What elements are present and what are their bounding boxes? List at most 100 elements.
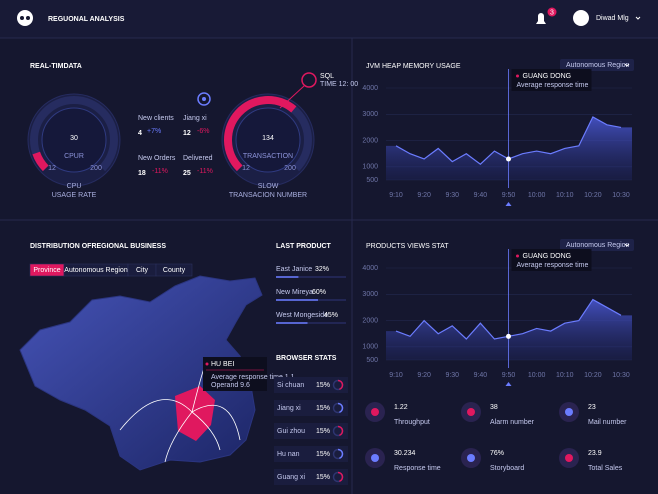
ring <box>337 402 344 413</box>
label: 15% <box>316 405 330 412</box>
kpi-value: 38 <box>490 404 498 411</box>
avatar[interactable] <box>573 10 589 26</box>
label: CPU <box>67 183 82 190</box>
label: 60% <box>312 289 326 296</box>
chart-title: JVM HEAP MEMORY USAGE <box>366 63 461 70</box>
connector <box>279 85 305 109</box>
label: Jiang xi <box>277 405 301 412</box>
map-highlight[interactable] <box>175 386 215 441</box>
kpi-value: 76% <box>490 450 504 457</box>
y-tick-label: 1000 <box>362 344 378 351</box>
label: GUANG DONG <box>523 253 572 260</box>
label: -11% <box>197 168 213 175</box>
x-tick-label: 10:00 <box>528 192 546 199</box>
y-tick-label: 3000 <box>362 291 378 298</box>
label: TIME 12: 00 <box>320 81 358 88</box>
tooltip <box>511 69 592 91</box>
label: GUANG DONG <box>523 73 572 80</box>
arc <box>119 399 193 431</box>
x-tick-label: 9:50 <box>502 192 516 199</box>
y-tick-label: 2000 <box>362 137 378 144</box>
x-tick-label: 9:10 <box>389 192 403 199</box>
tab-label: Province <box>33 267 60 274</box>
kpi-value: 23.9 <box>588 450 602 457</box>
label: Operand 9.6 <box>211 382 250 389</box>
gauge-arc <box>224 96 297 172</box>
x-tick-label: 10:10 <box>556 372 574 379</box>
cursor-arrow <box>505 382 512 386</box>
ring <box>337 471 344 482</box>
ring <box>337 379 344 390</box>
section-title: BROWSER STATS <box>276 355 337 362</box>
dropdown[interactable] <box>560 59 634 71</box>
chevron[interactable] <box>635 16 641 20</box>
label: -6% <box>197 128 209 135</box>
tab[interactable] <box>155 263 193 277</box>
area <box>386 299 632 360</box>
tooltip <box>511 249 592 271</box>
dot <box>205 362 209 366</box>
label: 15% <box>316 382 330 389</box>
x-tick-label: 9:30 <box>445 372 459 379</box>
gauge-inner <box>235 107 301 173</box>
kpi-label: Alarm number <box>490 419 535 426</box>
kpi-icon <box>467 408 475 416</box>
y-tick-label: 4000 <box>362 85 378 92</box>
label: 12 <box>242 165 250 172</box>
kpi-label: Mail number <box>588 419 627 426</box>
tab-label: City <box>136 267 149 274</box>
dot <box>516 254 519 258</box>
badge <box>547 7 557 17</box>
row-bg <box>274 446 348 462</box>
row-bg <box>274 423 348 439</box>
label: 25 <box>183 170 191 177</box>
x-tick-label: 9:20 <box>417 192 431 199</box>
kpi-value: 23 <box>588 404 596 411</box>
app-title: REGUONAL ANALYSIS <box>48 16 125 23</box>
map-tooltip <box>203 357 267 391</box>
x-tick-label: 9:40 <box>474 372 488 379</box>
kpi-label: Response time <box>394 465 441 472</box>
kpi-icon <box>565 454 573 462</box>
user-name: Diwad Mlg <box>596 15 629 22</box>
dropdown[interactable] <box>560 239 634 251</box>
y-tick-label: 500 <box>366 177 378 184</box>
label: TRANSACTION <box>243 153 293 160</box>
dropdown-label: Autonomous Region <box>566 62 630 69</box>
x-tick-label: 9:50 <box>502 372 516 379</box>
x-tick-label: 10:10 <box>556 192 574 199</box>
label: 15% <box>316 451 330 458</box>
x-tick-label: 10:20 <box>584 372 602 379</box>
bell-icon[interactable] <box>536 13 546 24</box>
x-tick-label: 10:30 <box>612 372 630 379</box>
x-tick-label: 10:00 <box>528 372 546 379</box>
x-tick-label: 9:30 <box>445 192 459 199</box>
label: 12 <box>48 165 56 172</box>
gauge-inner <box>41 107 107 173</box>
label: 12 <box>183 130 191 137</box>
label: Average response time <box>517 82 589 89</box>
dropdown-label: Autonomous Region <box>566 242 630 249</box>
area <box>386 116 632 180</box>
kpi-icon <box>467 454 475 462</box>
label: Jiang xi <box>183 115 207 122</box>
label: Guang xi <box>277 474 305 481</box>
x-tick-label: 10:20 <box>584 192 602 199</box>
label: Delivered <box>183 155 213 162</box>
y-tick-label: 3000 <box>362 111 378 118</box>
chart-title: PRODUCTS VIEWS STAT <box>366 243 449 250</box>
chevron <box>624 63 630 67</box>
y-tick-label: 4000 <box>362 265 378 272</box>
gauge-track <box>30 96 118 172</box>
header-bar <box>0 0 658 38</box>
y-tick-label: 500 <box>366 357 378 364</box>
kpi-value: 30.234 <box>394 450 416 457</box>
arc <box>191 404 241 441</box>
label: SLOW <box>258 183 279 190</box>
cursor-dot <box>506 333 511 339</box>
label: USAGE RATE <box>52 192 97 199</box>
logo <box>17 10 33 26</box>
label: New clients <box>138 115 174 122</box>
label: 15% <box>316 428 330 435</box>
label: HU BEI <box>211 361 234 368</box>
